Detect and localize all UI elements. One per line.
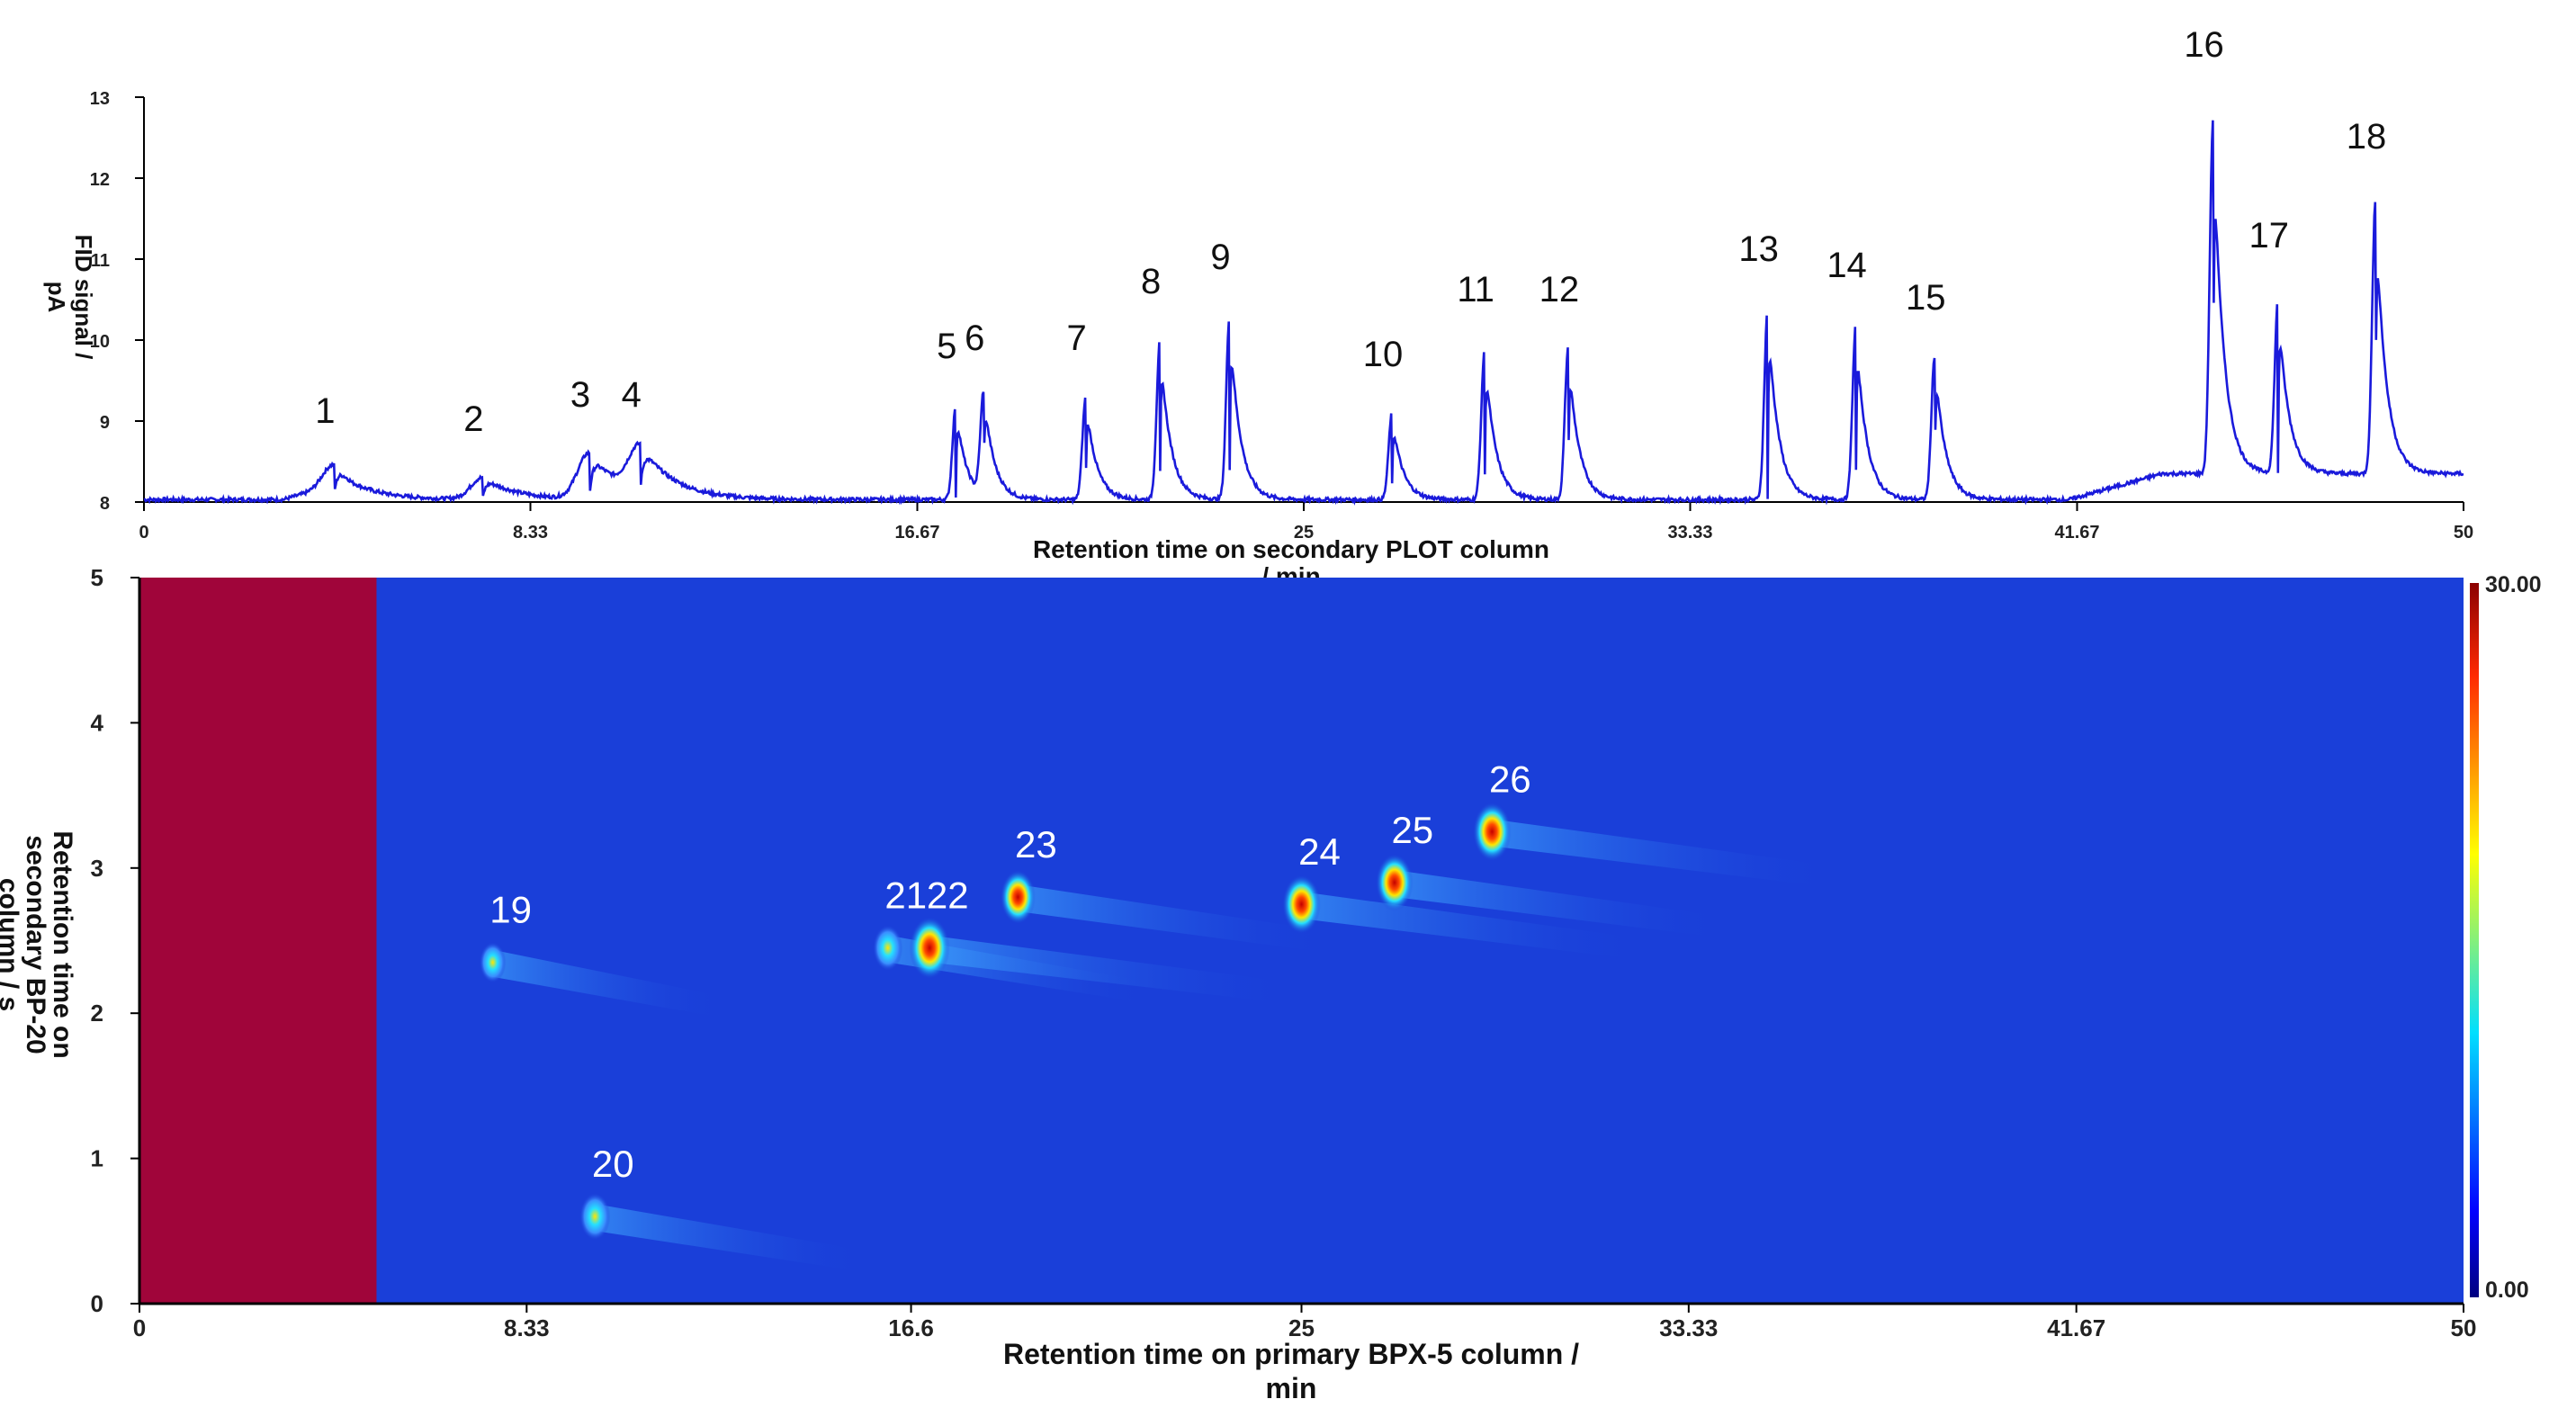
peak-label: 12	[1539, 270, 1580, 309]
spot-tail	[595, 1204, 866, 1273]
spot-label: 23	[1015, 823, 1057, 865]
top-x-tick-label: 41.67	[2054, 523, 2099, 543]
peak-label: 18	[2347, 117, 2387, 157]
spot	[479, 942, 507, 983]
spot	[1473, 802, 1512, 862]
spot-tail	[929, 935, 1290, 1004]
spot-tail	[1018, 884, 1329, 954]
top-y-tick-label: 9	[100, 413, 110, 433]
top-x-title-line: Retention time on secondary PLOT column	[1033, 535, 1549, 563]
bottom-x-tick-label: 41.67	[2047, 1314, 2105, 1341]
spot	[1000, 870, 1036, 924]
bottom-y-tick-label: 0	[91, 1290, 103, 1317]
top-x-axis-title: Retention time on secondary PLOT column /…	[1033, 535, 1549, 590]
spot	[873, 925, 903, 971]
colorbar-min-label: 0.00	[2485, 1278, 2529, 1303]
top-y-title-line: FID signal /	[70, 235, 97, 360]
spot	[909, 917, 950, 980]
peak-label: 14	[1827, 246, 1867, 285]
peak-label: 7	[1067, 318, 1087, 358]
top-x-tick-label: 8.33	[513, 523, 548, 543]
top-y-tick-label: 8	[100, 494, 110, 514]
bottom-y-tick-label: 3	[91, 855, 103, 882]
spot-labels: 19 20 21 22 23 24 25 26	[489, 758, 1530, 1185]
peak-label: 10	[1363, 335, 1404, 374]
peak-label: 3	[570, 375, 590, 415]
peak-label: 1	[315, 391, 335, 431]
bottom-y-tick-label: 2	[91, 1000, 103, 1027]
peak-label: 6	[965, 318, 984, 358]
top-x-tick-label: 16.67	[894, 523, 939, 543]
spot-label: 25	[1391, 809, 1433, 851]
bottom-x-axis-title: Retention time on primary BPX-5 column /…	[1003, 1338, 1579, 1404]
top-x-tick-label: 25	[1294, 523, 1314, 543]
peak-label: 2	[463, 399, 483, 439]
masked-region	[139, 578, 377, 1304]
fid-signal-trace	[143, 120, 2464, 506]
spot-tail	[492, 949, 724, 1018]
colorbar	[2470, 583, 2479, 1297]
bottom-y-title-line: secondary BP-20	[21, 835, 50, 1054]
bottom-y-title-line: column / s	[0, 878, 23, 1011]
bottom-x-title-line: min	[1266, 1372, 1317, 1404]
bottom-x-tick-label: 0	[133, 1314, 146, 1341]
top-x-tick-label: 50	[2454, 523, 2473, 543]
peak-label: 4	[622, 375, 642, 415]
bottom-y-tick-label: 4	[91, 709, 104, 736]
top-y-tick-label: 10	[90, 332, 110, 352]
peak-label: 5	[937, 327, 956, 366]
spot-tails	[492, 819, 1833, 1273]
spots	[479, 802, 1512, 1241]
spot-tail	[1394, 869, 1725, 938]
peak-label: 13	[1738, 229, 1779, 269]
bottom-x-tick-label: 25	[1288, 1314, 1315, 1341]
colorbar-max-label: 30.00	[2485, 572, 2542, 597]
top-y-axis-title: FID signal /pA	[43, 235, 97, 360]
peak-label: 8	[1141, 262, 1161, 301]
bottom-y-tick-label: 5	[91, 564, 103, 591]
spot-label: 21	[884, 874, 927, 917]
spot-label: 24	[1298, 830, 1341, 873]
spot-label: 19	[489, 889, 532, 931]
top-y-tick-label: 13	[90, 89, 110, 109]
spot	[1376, 854, 1414, 911]
spot-label: 20	[592, 1143, 634, 1185]
top-y-tick-label: 11	[91, 251, 110, 271]
spot-label: 26	[1489, 758, 1531, 800]
spot-label: 22	[927, 874, 969, 917]
peak-label: 11	[1457, 270, 1494, 309]
top-y-title-line: pA	[43, 282, 70, 313]
bottom-x-title-line: Retention time on primary BPX-5 column /	[1003, 1338, 1579, 1370]
top-y-tick-label: 12	[90, 170, 110, 190]
bottom-y-title-line: Retention time on	[48, 830, 77, 1058]
spot-tail	[1301, 892, 1642, 961]
bottom-x-tick-label: 8.33	[504, 1314, 550, 1341]
bottom-y-tick-label: 1	[91, 1145, 103, 1172]
spot	[579, 1192, 611, 1241]
bottom-x-tick-label: 50	[2451, 1314, 2477, 1341]
peak-label: 9	[1210, 238, 1230, 277]
bottom-x-tick-label: 16.6	[888, 1314, 934, 1341]
peak-label: 17	[2249, 216, 2290, 256]
spot	[1282, 874, 1321, 934]
top-x-tick-label: 33.33	[1667, 523, 1712, 543]
bottom-x-tick-label: 33.33	[1659, 1314, 1718, 1341]
top-x-tick-label: 0	[139, 523, 148, 543]
peak-label: 16	[2184, 25, 2224, 65]
spot-tail	[1492, 819, 1833, 888]
peak-label: 15	[1906, 278, 1946, 318]
